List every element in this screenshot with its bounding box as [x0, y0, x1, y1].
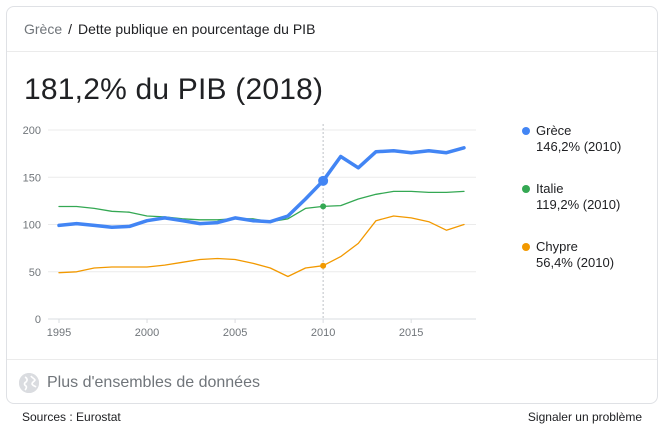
headline-value: 181,2% du PIB (2018) — [24, 73, 324, 106]
legend-value: 56,4% (2010) — [536, 255, 615, 270]
legend-name: Chypre — [536, 239, 578, 254]
legend-dot-grece — [522, 127, 530, 135]
breadcrumb-current: Dette publique en pourcentage du PIB — [78, 21, 316, 37]
x-tick-label: 2005 — [223, 327, 247, 339]
report-problem-link[interactable]: Signaler un problème — [527, 410, 642, 424]
legend-item-italie[interactable]: Italie 119,2% (2010) — [522, 181, 620, 213]
header-divider — [7, 51, 657, 52]
legend-dot-italie — [522, 185, 530, 193]
more-datasets-link[interactable]: Plus d'ensembles de données — [19, 371, 260, 395]
y-tick-label: 50 — [29, 267, 41, 279]
more-datasets-label: Plus d'ensembles de données — [47, 374, 260, 391]
x-tick-label: 2010 — [311, 327, 335, 339]
x-tick-label: 1995 — [47, 327, 71, 339]
breadcrumb: Grèce / Dette publique en pourcentage du P… — [24, 21, 315, 37]
globe-icon — [19, 373, 39, 393]
highlight-point-italie — [320, 203, 327, 210]
knowledge-card: Grèce / Dette publique en pourcentage du P… — [6, 6, 658, 404]
legend-value: 119,2% (2010) — [536, 197, 621, 212]
legend-value: 146,2% (2010) — [536, 139, 622, 154]
sources-text: Sources : Eurostat — [22, 410, 121, 424]
highlight-point-grèce — [318, 175, 329, 186]
y-tick-label: 100 — [23, 220, 41, 232]
legend-dot-chypre — [522, 243, 530, 251]
series-line-chypre — [58, 215, 465, 278]
legend-item-chypre[interactable]: Chypre 56,4% (2010) — [522, 239, 614, 271]
line-chart: 0 50 100 150 200 1995 2000 2005 2010 2015 — [23, 124, 476, 339]
y-tick-label: 200 — [23, 125, 41, 137]
breadcrumb-root[interactable]: Grèce — [24, 21, 63, 37]
legend-item-grece[interactable]: Grèce 146,2% (2010) — [522, 123, 621, 155]
highlight-point-chypre — [320, 262, 327, 269]
series-line-grèce — [57, 146, 466, 230]
y-tick-label: 150 — [23, 172, 41, 184]
x-tick-label: 2000 — [135, 327, 159, 339]
legend-name: Grèce — [536, 123, 572, 138]
footer-divider — [7, 359, 657, 360]
legend-name: Italie — [536, 181, 564, 196]
breadcrumb-separator: / — [68, 21, 73, 37]
y-tick-label: 0 — [35, 314, 41, 326]
x-tick-label: 2015 — [399, 327, 423, 339]
